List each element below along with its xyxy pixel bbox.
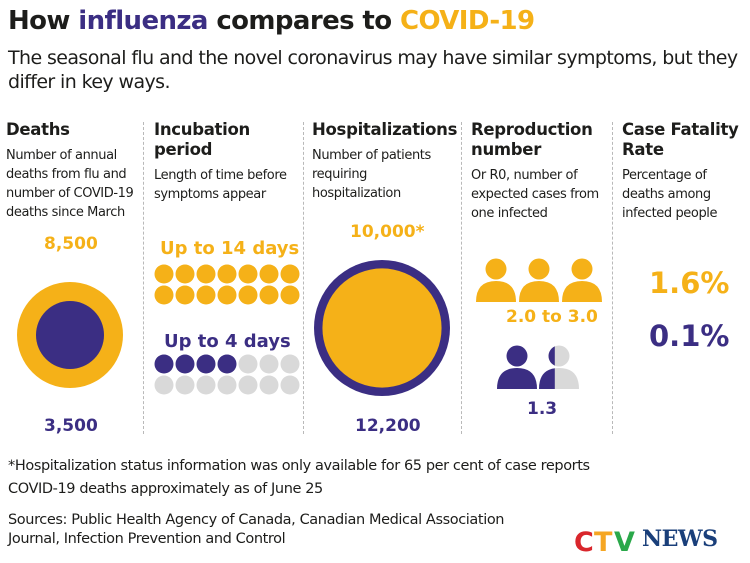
column-description: Length of time before symptoms appear	[154, 168, 287, 202]
deaths-covid-label: 8,500	[44, 234, 98, 254]
column-reproduction: Reproduction number Or R0, number of exp…	[471, 120, 611, 223]
footnote-deaths-date: COVID-19 deaths approximately as of June…	[8, 481, 323, 497]
incubation-covid-dot	[175, 264, 195, 284]
incubation-covid-dot	[217, 264, 237, 284]
repro-flu-person-icon	[497, 345, 537, 389]
incubation-covid-dot	[175, 285, 195, 305]
svg-text:C: C	[574, 527, 594, 558]
column-divider	[303, 122, 304, 434]
incubation-covid-dot	[196, 285, 216, 305]
fatality-flu-value: 0.1%	[649, 319, 730, 353]
deaths-flu-circle	[35, 300, 105, 370]
repro-flu-person-icon	[539, 345, 579, 389]
column-divider	[461, 122, 462, 434]
footnote-hospitalization: *Hospitalization status information was …	[8, 458, 590, 474]
incubation-flu-dot	[175, 375, 195, 395]
incubation-covid-dot	[217, 285, 237, 305]
repro-covid-person-icon	[519, 258, 559, 302]
column-deaths: Deaths Number of annual deaths from flu …	[6, 120, 140, 222]
hosp-flu-label: 12,200	[355, 416, 421, 436]
incubation-covid-dot	[154, 264, 174, 284]
column-description: Number of patients requiring hospitaliza…	[312, 148, 431, 201]
incubation-covid-dot	[259, 264, 279, 284]
svg-text:T: T	[594, 527, 613, 558]
sources-line-2: Journal, Infection Prevention and Contro…	[8, 531, 286, 547]
incubation-covid-dot	[280, 285, 300, 305]
incubation-flu-dot	[175, 354, 195, 374]
incubation-flu-dot	[280, 375, 300, 395]
column-description: Percentage of deaths among infected peop…	[622, 168, 718, 221]
column-title: Deaths	[6, 120, 70, 139]
news-logo-text: NEWS	[642, 526, 718, 552]
hosp-covid-label: 10,000*	[350, 222, 425, 242]
incubation-flu-label: Up to 4 days	[164, 331, 291, 352]
svg-text:V: V	[614, 527, 635, 558]
incubation-covid-dot	[154, 285, 174, 305]
incubation-flu-dot	[280, 354, 300, 374]
ctv-logo-icon: C T V	[574, 527, 635, 558]
column-title: Hospitalizations	[312, 120, 458, 139]
fatality-covid-value: 1.6%	[649, 266, 730, 300]
repro-covid-label: 2.0 to 3.0	[506, 307, 598, 327]
sources-line-1: Sources: Public Health Agency of Canada,…	[8, 512, 505, 528]
incubation-covid-dot	[259, 285, 279, 305]
incubation-covid-dot	[280, 264, 300, 284]
hosp-covid-circle	[322, 268, 442, 388]
incubation-flu-dot	[217, 375, 237, 395]
incubation-flu-dot	[259, 375, 279, 395]
column-title: Incubation period	[154, 120, 250, 159]
column-fatality: Case Fatality Rate Percentage of deaths …	[622, 120, 746, 223]
column-divider	[612, 122, 613, 434]
column-title: Reproduction number	[471, 120, 593, 159]
column-description: Or R0, number of expected cases from one…	[471, 168, 599, 221]
incubation-flu-dot	[154, 375, 174, 395]
title-influenza: influenza	[78, 6, 208, 36]
incubation-flu-dot	[196, 354, 216, 374]
incubation-flu-dot	[259, 354, 279, 374]
incubation-covid-dot	[238, 285, 258, 305]
incubation-flu-dot	[238, 354, 258, 374]
incubation-flu-dot	[238, 375, 258, 395]
repro-covid-person-icon	[476, 258, 516, 302]
column-divider	[143, 122, 144, 434]
column-description: Number of annual deaths from flu and num…	[6, 148, 134, 220]
column-title: Case Fatality Rate	[622, 120, 739, 159]
title-covid: COVID-19	[399, 6, 535, 36]
page-subtitle: The seasonal flu and the novel coronavir…	[8, 47, 738, 93]
incubation-covid-dot	[238, 264, 258, 284]
deaths-flu-label: 3,500	[44, 416, 98, 436]
incubation-covid-label: Up to 14 days	[160, 238, 300, 259]
incubation-flu-dot	[217, 354, 237, 374]
column-incubation: Incubation period Length of time before …	[154, 120, 302, 204]
column-hospitalizations: Hospitalizations Number of patients requ…	[312, 120, 460, 203]
incubation-flu-dot	[196, 375, 216, 395]
incubation-flu-dot	[154, 354, 174, 374]
repro-flu-label: 1.3	[527, 399, 558, 419]
incubation-covid-dot	[196, 264, 216, 284]
page-title: How influenza compares to COVID-19	[8, 6, 535, 36]
repro-covid-person-icon	[562, 258, 602, 302]
